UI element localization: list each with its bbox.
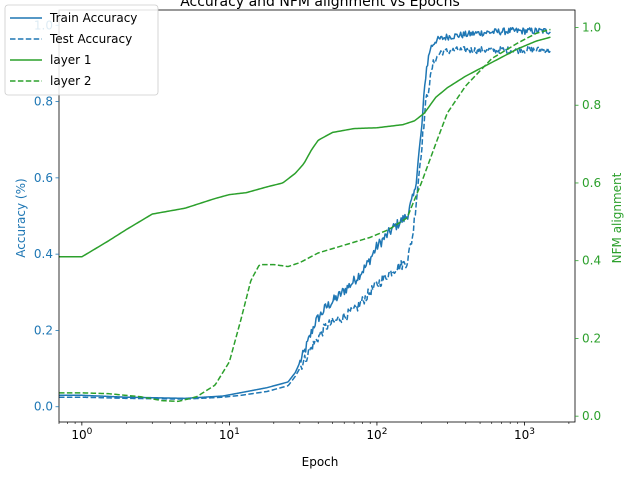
series-line-3 [59,36,551,258]
plot-frame [58,9,576,423]
y-axis-left-label: Accuracy (%) [14,178,28,257]
x-tick-label: 103 [514,427,535,442]
y-left-tick-label: 0.4 [34,247,53,261]
y-left-tick-label: 0.8 [34,95,53,109]
y-left-tick-label: 0.6 [34,171,53,185]
legend-label-3: layer 1 [50,53,92,67]
y-right-tick-label: 0.4 [582,254,601,268]
x-tick-label: 101 [219,427,240,442]
x-axis-label: Epoch [302,455,339,469]
legend-label-4: layer 2 [50,74,92,88]
y-right-tick-label: 0.8 [582,98,601,112]
legend-label-2: Test Accuracy [49,32,132,46]
series-line-2 [59,46,552,400]
y-right-tick-label: 0.6 [582,176,601,190]
legend-box [4,4,159,96]
y-left-tick-label: 0.2 [34,323,53,337]
y-left-tick-label: 0.0 [34,400,53,414]
y-axis-right-label: NFM alignment [610,172,624,263]
legend-label-1: Train Accuracy [49,11,137,25]
chart-title: Accuracy and NFM alignment vs Epochs [180,0,460,10]
x-tick-label: 102 [366,427,387,442]
legend: Train Accuracy Test Accuracy layer 1 layer … [4,4,159,96]
series-line-4 [59,28,551,403]
y-right-tick-label: 1.0 [582,20,601,34]
y-right-tick-label: 0.0 [582,409,601,423]
y-right-tick-label: 0.2 [582,331,601,345]
x-tick-label: 100 [71,427,92,442]
